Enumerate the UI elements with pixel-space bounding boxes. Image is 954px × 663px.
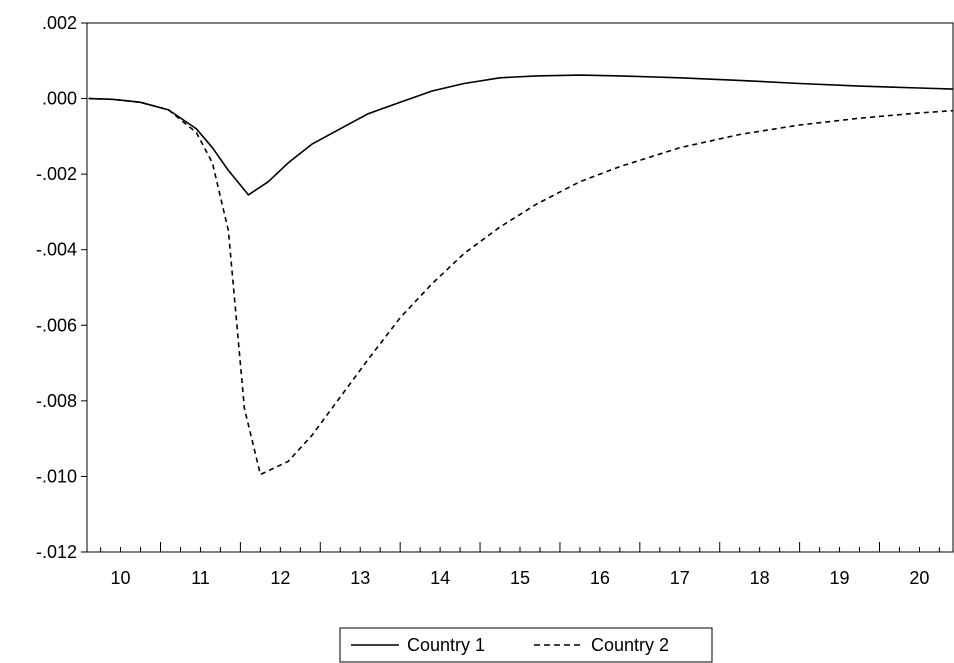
y-axis: .002 .000 -.002 -.004 -.006 -.008 -.010 -.012	[36, 13, 87, 562]
plot-frame	[86, 22, 954, 553]
y-tick-label: -.012	[36, 542, 77, 562]
y-tick-label: -.002	[36, 164, 77, 184]
legend-label-country-2: Country 2	[591, 635, 669, 655]
x-tick-label: 15	[510, 568, 530, 588]
y-tick-label: .002	[42, 13, 77, 33]
x-tick-label: 19	[830, 568, 850, 588]
x-tick-label: 14	[430, 568, 450, 588]
series-line-country-2	[88, 97, 954, 476]
y-tick-label: -.004	[36, 240, 77, 260]
x-tick-label: 11	[191, 568, 210, 588]
x-tick-label: 13	[350, 568, 370, 588]
x-axis: 10 11 12 13 14 15 16 17 18 19 20	[100, 542, 940, 588]
x-tick-label: 20	[909, 568, 929, 588]
x-tick-label: 10	[111, 568, 131, 588]
legend-label-country-1: Country 1	[407, 635, 485, 655]
x-tick-label: 17	[670, 568, 690, 588]
x-tick-label: 12	[270, 568, 290, 588]
y-tick-label: -.008	[36, 391, 77, 411]
legend: Country 1 Country 2	[339, 627, 713, 663]
y-tick-label: .000	[42, 89, 77, 109]
x-tick-label: 16	[590, 568, 610, 588]
legend-box	[339, 627, 713, 663]
y-tick-label: -.010	[36, 466, 77, 486]
y-tick-label: -.006	[36, 315, 77, 335]
x-tick-label: 18	[750, 568, 770, 588]
series-layer	[88, 74, 954, 476]
series-line-country-1	[88, 74, 954, 196]
